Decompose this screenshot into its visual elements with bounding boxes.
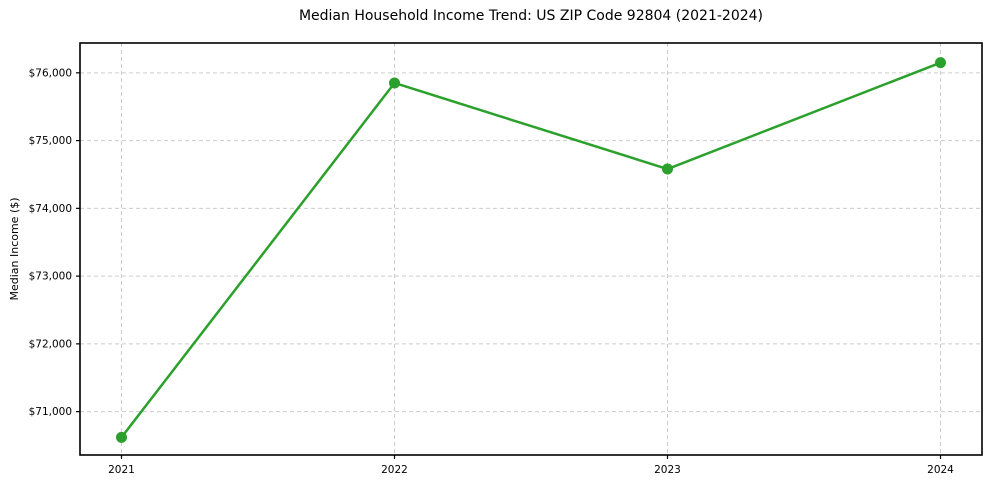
y-tick-label: $73,000 [29, 271, 72, 283]
y-axis-label: Median Income ($) [8, 197, 21, 301]
y-tick-label: $74,000 [29, 203, 72, 215]
chart-title: Median Household Income Trend: US ZIP Co… [298, 8, 764, 24]
data-point [115, 431, 127, 443]
y-tick-label: $71,000 [29, 406, 72, 418]
y-tick-label: $76,000 [29, 67, 72, 79]
data-point [388, 77, 400, 89]
x-tick-label: 2022 [381, 464, 408, 476]
x-tick-label: 2023 [654, 464, 681, 476]
data-point [662, 163, 674, 175]
y-tick-label: $75,000 [29, 135, 72, 147]
y-tick-label: $72,000 [29, 338, 72, 350]
trend-line [120, 61, 942, 439]
data-point [935, 57, 947, 69]
plot-border [79, 42, 983, 456]
x-tick-label: 2024 [927, 464, 954, 476]
x-tick-label: 2021 [108, 464, 135, 476]
